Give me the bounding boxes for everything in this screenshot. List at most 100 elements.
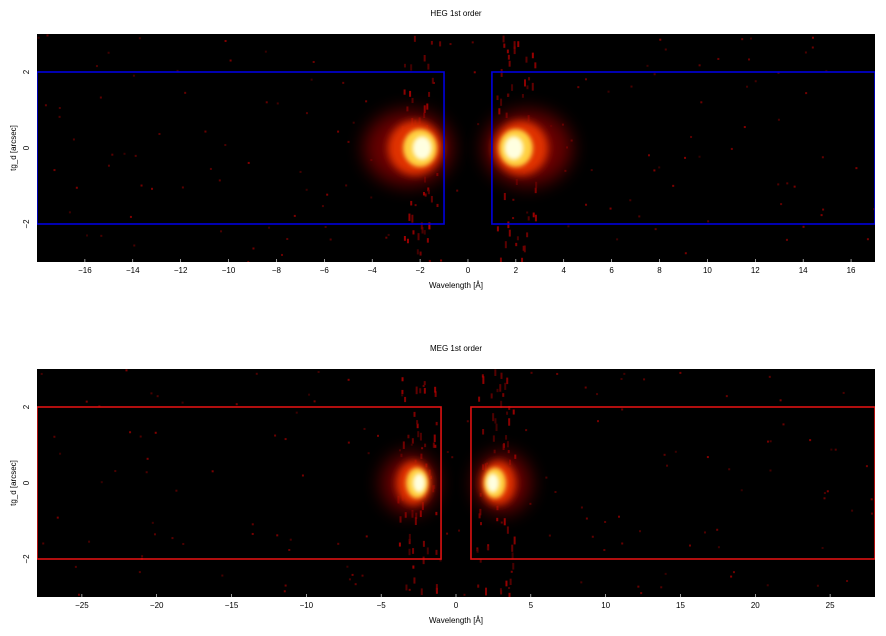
noise-pixel bbox=[580, 581, 583, 584]
noise-pixel bbox=[347, 140, 350, 143]
noise-pixel bbox=[435, 511, 438, 516]
heatmap-background bbox=[37, 369, 875, 597]
noise-pixel bbox=[688, 544, 691, 547]
noise-pixel bbox=[526, 85, 529, 90]
x-tick-label: 16 bbox=[847, 266, 856, 275]
noise-pixel bbox=[793, 185, 796, 188]
x-tick-label: 15 bbox=[676, 601, 685, 610]
noise-pixel bbox=[466, 420, 469, 423]
noise-pixel bbox=[503, 43, 506, 48]
noise-pixel bbox=[255, 372, 258, 375]
noise-pixel bbox=[85, 400, 88, 403]
noise-pixel bbox=[77, 593, 80, 596]
noise-pixel bbox=[509, 578, 512, 586]
noise-pixel bbox=[434, 444, 437, 448]
noise-pixel bbox=[408, 213, 411, 221]
x-tick-label: 14 bbox=[799, 266, 808, 275]
noise-pixel bbox=[295, 411, 298, 414]
noise-pixel bbox=[403, 89, 406, 95]
noise-pixel bbox=[654, 228, 657, 231]
noise-pixel bbox=[406, 106, 409, 112]
noise-pixel bbox=[423, 387, 426, 394]
noise-pixel bbox=[426, 103, 429, 110]
noise-pixel bbox=[251, 532, 254, 535]
x-axis-label: Wavelength [Å] bbox=[429, 281, 483, 290]
noise-pixel bbox=[508, 405, 511, 410]
noise-pixel bbox=[422, 556, 425, 565]
noise-pixel bbox=[577, 86, 580, 89]
noise-pixel bbox=[125, 369, 128, 372]
noise-pixel bbox=[74, 565, 77, 568]
noise-pixel bbox=[528, 77, 531, 81]
noise-pixel bbox=[505, 435, 508, 440]
noise-pixel bbox=[352, 121, 355, 124]
noise-pixel bbox=[500, 98, 503, 106]
noise-pixel bbox=[521, 257, 524, 262]
noise-pixel bbox=[463, 593, 466, 596]
noise-pixel bbox=[717, 57, 720, 60]
noise-pixel bbox=[114, 470, 117, 473]
noise-pixel bbox=[416, 420, 419, 425]
noise-pixel bbox=[138, 571, 141, 574]
noise-pixel bbox=[264, 50, 267, 53]
x-tick-label: −10 bbox=[300, 601, 314, 610]
blob-peak bbox=[412, 473, 426, 493]
noise-pixel bbox=[482, 429, 485, 435]
noise-pixel bbox=[716, 528, 719, 531]
axes: −16 −14 −12 −10 −8 −6 −4 −2 0 2 4 6 8 10 12 14 16 −2 0 2 Wav… bbox=[9, 69, 856, 290]
noise-pixel bbox=[499, 384, 502, 392]
noise-pixel bbox=[132, 74, 135, 77]
noise-pixel bbox=[419, 432, 422, 441]
noise-pixel bbox=[412, 230, 415, 235]
noise-pixel bbox=[354, 583, 357, 586]
noise-pixel bbox=[498, 108, 501, 115]
noise-pixel bbox=[138, 37, 141, 40]
noise-pixel bbox=[679, 371, 682, 374]
noise-pixel bbox=[570, 139, 573, 142]
noise-pixel bbox=[515, 242, 518, 247]
noise-pixel bbox=[811, 46, 814, 49]
noise-pixel bbox=[492, 413, 495, 422]
noise-pixel bbox=[37, 36, 40, 39]
noise-pixel bbox=[780, 203, 783, 206]
noise-pixel bbox=[449, 43, 452, 46]
noise-pixel bbox=[145, 471, 148, 474]
noise-pixel bbox=[415, 512, 418, 520]
noise-pixel bbox=[348, 578, 351, 581]
noise-pixel bbox=[361, 574, 364, 577]
noise-pixel bbox=[351, 573, 354, 576]
noise-pixel bbox=[534, 187, 537, 194]
noise-pixel bbox=[653, 169, 656, 172]
noise-pixel bbox=[312, 60, 315, 63]
noise-pixel bbox=[730, 575, 733, 578]
noise-pixel bbox=[58, 107, 61, 110]
noise-pixel bbox=[506, 49, 509, 54]
noise-pixel bbox=[434, 391, 437, 397]
noise-pixel bbox=[181, 401, 184, 404]
noise-pixel bbox=[432, 81, 435, 84]
noise-pixel bbox=[846, 579, 849, 582]
noise-pixel bbox=[478, 513, 481, 519]
noise-pixel bbox=[46, 34, 49, 37]
noise-pixel bbox=[607, 90, 610, 93]
noise-pixel bbox=[507, 450, 510, 454]
noise-pixel bbox=[646, 64, 649, 67]
noise-pixel bbox=[42, 542, 45, 545]
noise-pixel bbox=[473, 71, 476, 74]
noise-pixel bbox=[218, 179, 221, 182]
noise-pixel bbox=[639, 530, 642, 533]
noise-pixel bbox=[427, 189, 430, 195]
noise-pixel bbox=[435, 421, 438, 426]
y-tick-label: −2 bbox=[22, 554, 31, 564]
noise-pixel bbox=[672, 184, 675, 187]
noise-pixel bbox=[412, 565, 415, 569]
noise-pixel bbox=[417, 233, 420, 241]
noise-pixel bbox=[251, 523, 254, 526]
spectral-blob bbox=[363, 110, 453, 186]
heatmap-background bbox=[37, 34, 875, 262]
noise-pixel bbox=[56, 516, 59, 519]
noise-pixel bbox=[100, 481, 103, 484]
noise-pixel bbox=[220, 230, 223, 233]
noise-pixel bbox=[816, 584, 819, 587]
x-axis-label: Wavelength [Å] bbox=[429, 616, 483, 625]
